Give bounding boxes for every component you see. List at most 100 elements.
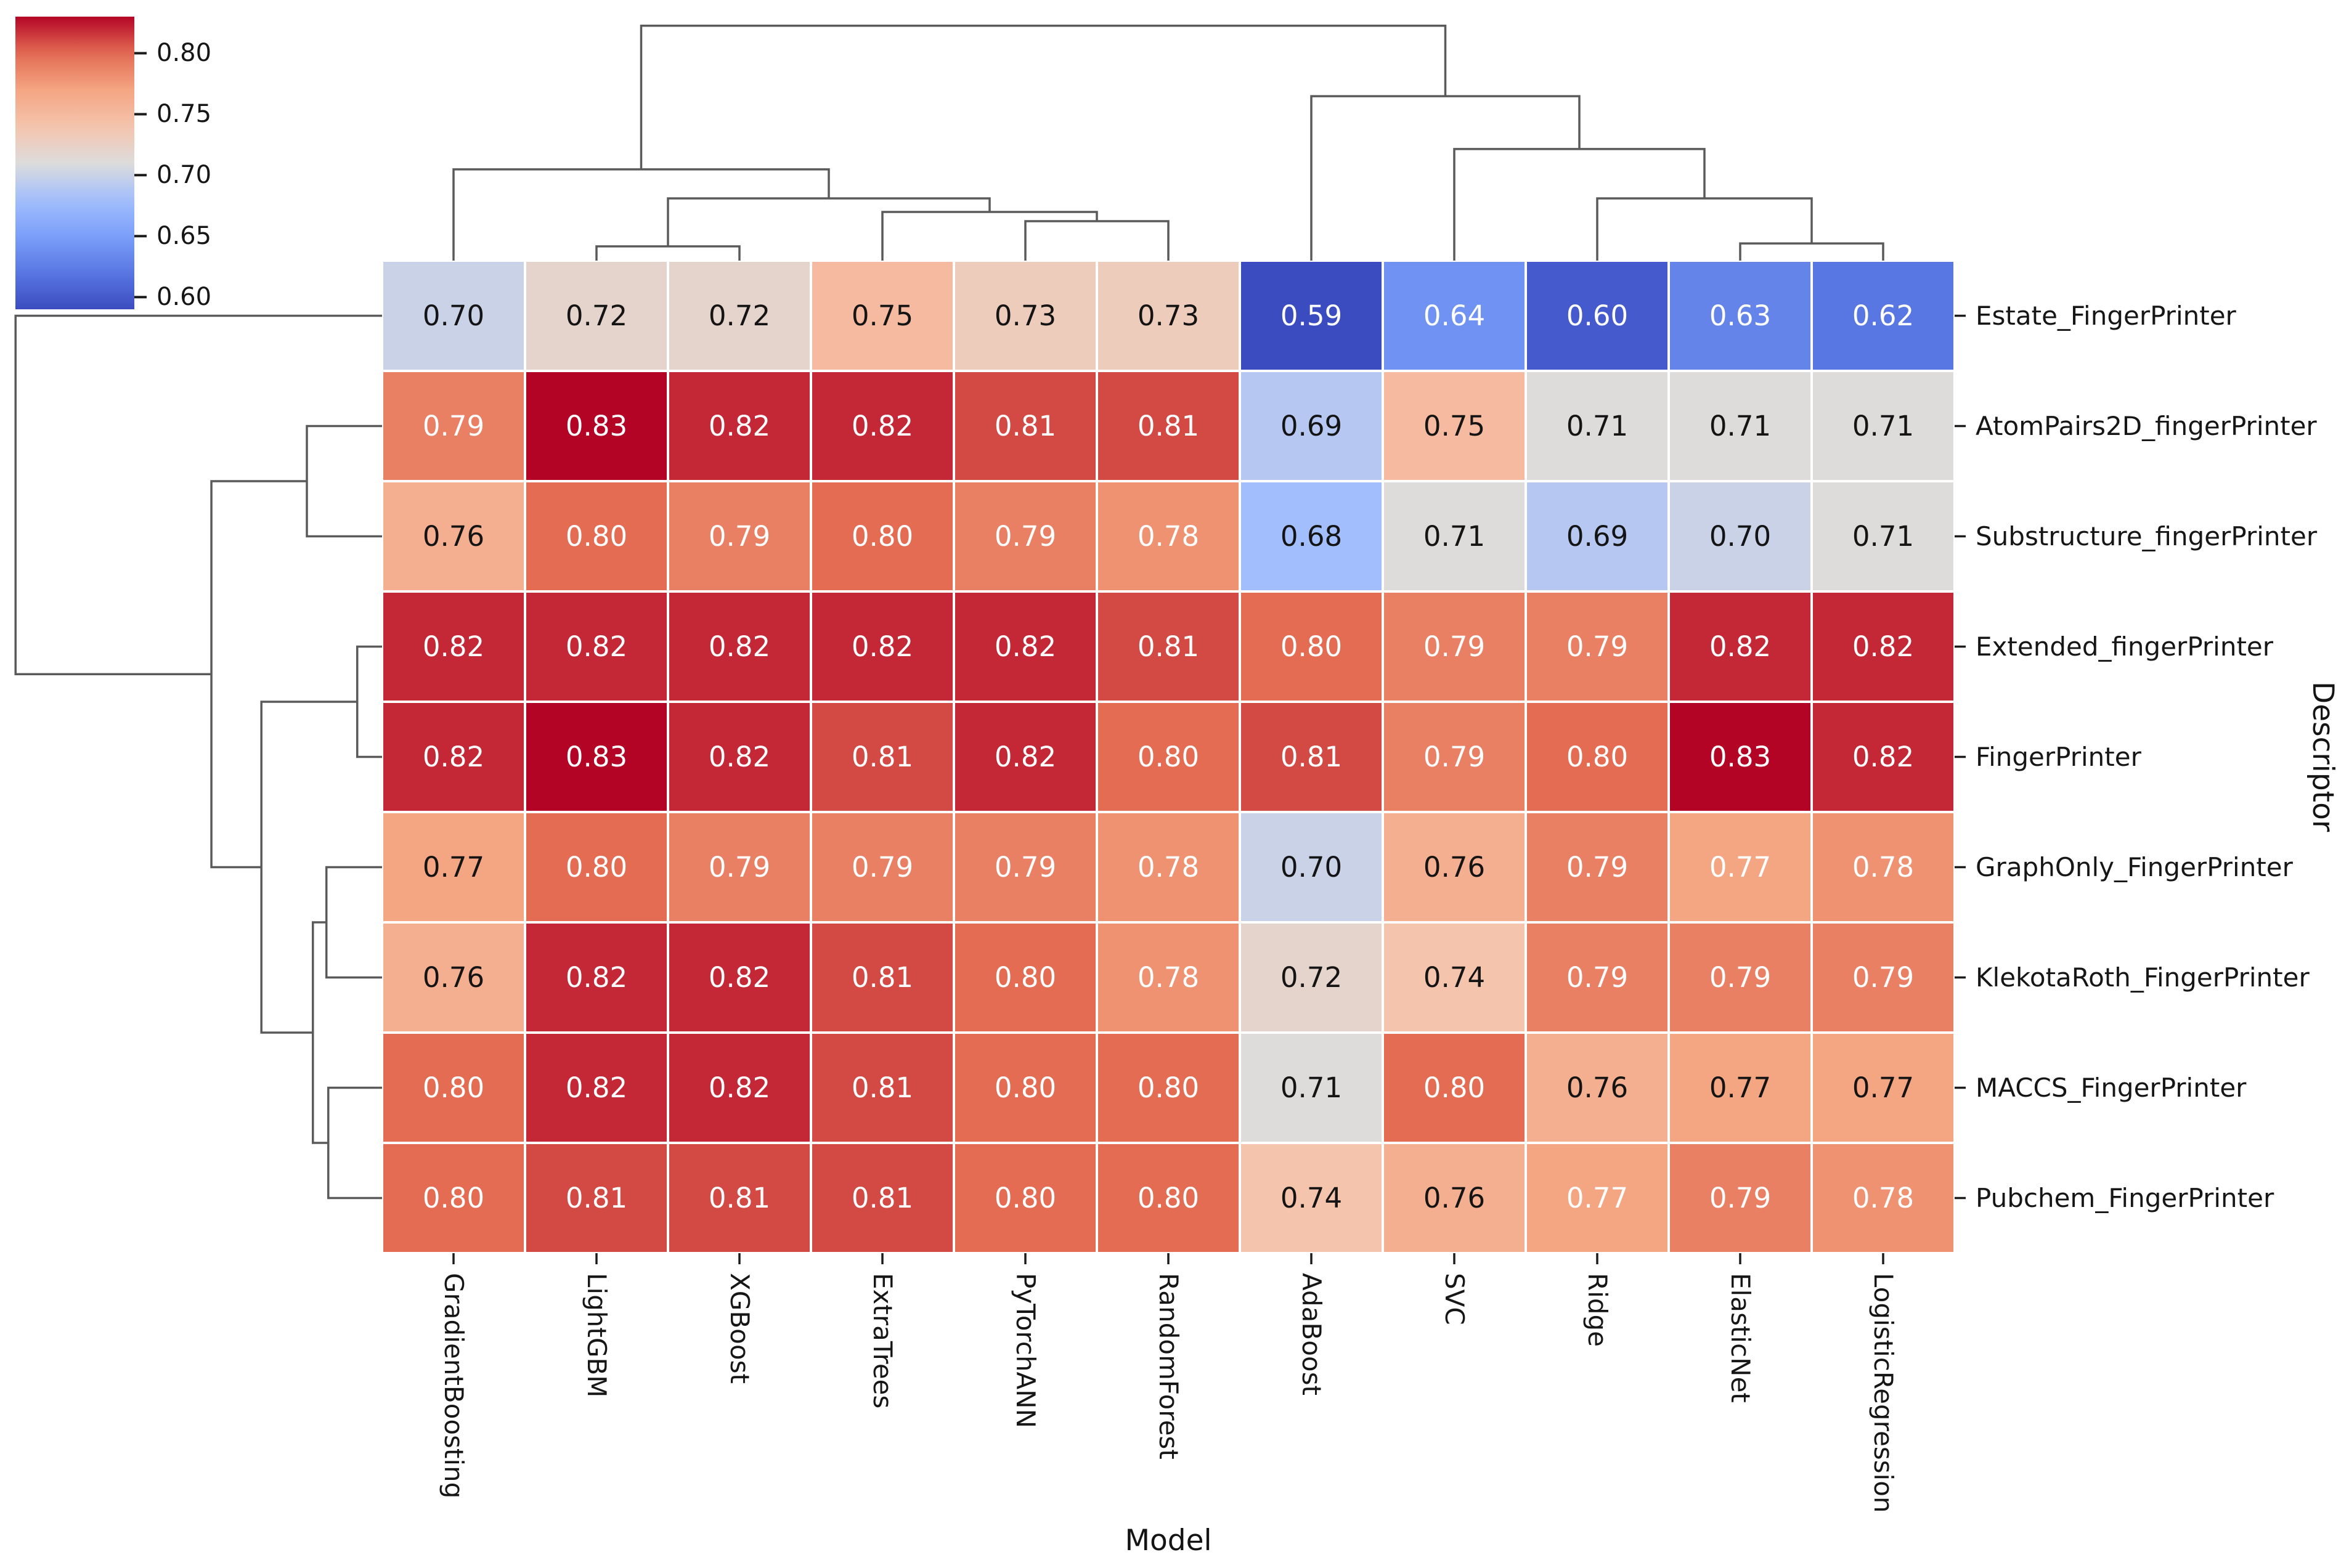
heatmap-cell: 0.80 <box>525 812 668 922</box>
heatmap-cell: 0.80 <box>954 922 1097 1033</box>
heatmap-cell: 0.74 <box>1383 922 1526 1033</box>
colorbar <box>15 17 134 309</box>
heatmap-cell: 0.82 <box>382 702 525 812</box>
heatmap-cell: 0.79 <box>1383 591 1526 702</box>
y-tick-label: Extended_fingerPrinter <box>1976 631 2274 662</box>
heatmap-cell: 0.81 <box>811 1033 954 1143</box>
row-dendrogram-link <box>327 1086 382 1200</box>
heatmap-cell: 0.82 <box>668 591 811 702</box>
x-axis-title: Model <box>1125 1524 1212 1558</box>
heatmap-cell: 0.76 <box>1383 1143 1526 1253</box>
column-dendrogram-link <box>1739 242 1884 261</box>
heatmap-cell: 0.71 <box>1383 481 1526 591</box>
heatmap-cell: 0.80 <box>382 1143 525 1253</box>
heatmap-cell: 0.80 <box>1097 702 1240 812</box>
y-tick-label: Estate_FingerPrinter <box>1976 300 2236 331</box>
row-dendrogram-link <box>210 480 307 869</box>
heatmap-cell: 0.73 <box>1097 261 1240 371</box>
heatmap-cell: 0.69 <box>1240 371 1383 481</box>
column-dendrogram-link <box>595 245 741 261</box>
x-tick-label: GradientBoosting <box>439 1273 469 1499</box>
heatmap-cell: 0.71 <box>1669 371 1812 481</box>
y-tick-label: GraphOnly_FingerPrinter <box>1976 851 2293 882</box>
x-tick-label: XGBoost <box>725 1273 755 1384</box>
heatmap-cell: 0.76 <box>382 481 525 591</box>
column-dendrogram-link <box>1596 197 1813 261</box>
y-tick-label: Pubchem_FingerPrinter <box>1976 1182 2274 1213</box>
heatmap-cell: 0.80 <box>525 481 668 591</box>
heatmap-cell: 0.74 <box>1240 1143 1383 1253</box>
heatmap-cell: 0.82 <box>1812 702 1955 812</box>
heatmap-cell: 0.79 <box>1383 702 1526 812</box>
heatmap-cell: 0.79 <box>954 812 1097 922</box>
heatmap-cell: 0.79 <box>1812 922 1955 1033</box>
heatmap-cell: 0.80 <box>1526 702 1669 812</box>
heatmap-cell: 0.63 <box>1669 261 1812 371</box>
heatmap-cell: 0.77 <box>1526 1143 1669 1253</box>
heatmap-cell: 0.82 <box>668 702 811 812</box>
heatmap-cell: 0.79 <box>1526 591 1669 702</box>
column-dendrogram-link <box>1453 148 1706 261</box>
x-tick-label: SVC <box>1439 1273 1470 1325</box>
row-dendrogram-link <box>14 314 382 675</box>
heatmap-cell: 0.79 <box>1669 922 1812 1033</box>
x-tick-label: LogisticRegression <box>1868 1273 1899 1513</box>
heatmap-cell: 0.80 <box>954 1033 1097 1143</box>
heatmap-cell: 0.72 <box>525 261 668 371</box>
heatmap-cell: 0.82 <box>811 371 954 481</box>
heatmap-cell: 0.81 <box>954 371 1097 481</box>
heatmap-cell: 0.82 <box>525 591 668 702</box>
heatmap-cell: 0.80 <box>1240 591 1383 702</box>
row-dendrogram-link <box>306 424 382 538</box>
heatmap-cell: 0.78 <box>1812 812 1955 922</box>
heatmap-cell: 0.82 <box>382 591 525 702</box>
heatmap-cell: 0.79 <box>1526 812 1669 922</box>
heatmap-cell: 0.81 <box>811 702 954 812</box>
heatmap-cell: 0.82 <box>954 702 1097 812</box>
heatmap-cell: 0.76 <box>382 922 525 1033</box>
heatmap-cell: 0.82 <box>1812 591 1955 702</box>
heatmap-cell: 0.71 <box>1240 1033 1383 1143</box>
heatmap-cell: 0.77 <box>1812 1033 1955 1143</box>
x-tick-label: ElasticNet <box>1725 1273 1756 1403</box>
heatmap-cell: 0.79 <box>1669 1143 1812 1253</box>
y-tick-label: AtomPairs2D_fingerPrinter <box>1976 410 2317 441</box>
colorbar-tick-label: 0.60 <box>157 283 212 312</box>
heatmap-cell: 0.59 <box>1240 261 1383 371</box>
column-dendrogram-link <box>1024 220 1170 261</box>
heatmap-cell: 0.69 <box>1526 481 1669 591</box>
heatmap-cell: 0.80 <box>811 481 954 591</box>
row-dendrogram-link <box>356 645 382 758</box>
heatmap-cell: 0.79 <box>1526 922 1669 1033</box>
heatmap-cell: 0.76 <box>1526 1033 1669 1143</box>
heatmap-cell: 0.83 <box>525 702 668 812</box>
y-tick-label: FingerPrinter <box>1976 741 2141 772</box>
heatmap-cell: 0.68 <box>1240 481 1383 591</box>
heatmap-cell: 0.83 <box>525 371 668 481</box>
heatmap-cell: 0.71 <box>1812 481 1955 591</box>
heatmap-cell: 0.70 <box>1240 812 1383 922</box>
x-tick-label: RandomForest <box>1154 1273 1184 1460</box>
heatmap-cell: 0.81 <box>811 1143 954 1253</box>
heatmap-cell: 0.81 <box>1240 702 1383 812</box>
heatmap-cell: 0.70 <box>1669 481 1812 591</box>
heatmap-cell: 0.77 <box>1669 1033 1812 1143</box>
heatmap-cell: 0.64 <box>1383 261 1526 371</box>
x-tick-label: PyTorchANN <box>1011 1273 1041 1429</box>
heatmap-cell: 0.80 <box>954 1143 1097 1253</box>
heatmap-cell: 0.80 <box>382 1033 525 1143</box>
heatmap-cell: 0.79 <box>668 481 811 591</box>
heatmap-cell: 0.82 <box>668 922 811 1033</box>
colorbar-tick-label: 0.65 <box>157 222 212 251</box>
heatmap-cell: 0.70 <box>382 261 525 371</box>
heatmap-cell: 0.79 <box>811 812 954 922</box>
heatmap-cell: 0.80 <box>1383 1033 1526 1143</box>
column-dendrogram-link <box>1310 95 1581 261</box>
heatmap-cell: 0.77 <box>382 812 525 922</box>
heatmap-cell: 0.82 <box>668 1033 811 1143</box>
heatmap-cell: 0.73 <box>954 261 1097 371</box>
heatmap-cell: 0.72 <box>668 261 811 371</box>
y-tick-label: KlekotaRoth_FingerPrinter <box>1976 962 2310 993</box>
heatmap-cell: 0.72 <box>1240 922 1383 1033</box>
